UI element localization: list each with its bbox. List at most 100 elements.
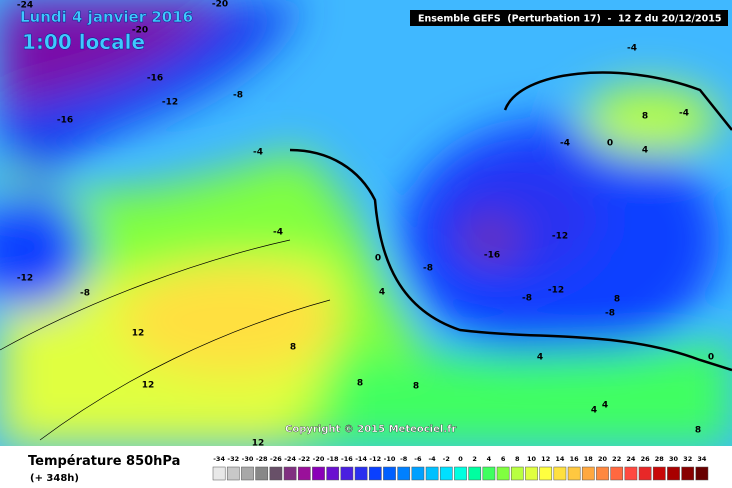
scale-label: 0	[458, 455, 463, 463]
contour-label: 0	[607, 139, 613, 149]
scale-swatch	[695, 466, 709, 481]
scale-swatch	[383, 466, 396, 481]
scale-label: 22	[612, 455, 621, 463]
contour-label: 12	[142, 381, 155, 391]
scale-swatch	[667, 466, 680, 481]
scale-label: 16	[570, 455, 580, 463]
scale-swatch	[425, 466, 439, 481]
contour-label: -16	[147, 74, 163, 84]
date-title: Lundi 4 janvier 2016	[20, 8, 193, 26]
contour-label: 4	[379, 288, 385, 298]
scale-label: 32	[683, 455, 692, 463]
contour-label: -4	[627, 44, 637, 54]
contour-label: 8	[357, 379, 363, 389]
scale-label: -20	[313, 455, 325, 463]
contour-label: -12	[548, 286, 564, 296]
scale-swatch	[624, 466, 638, 481]
scale-label: 2	[472, 455, 477, 463]
scale-swatch	[312, 466, 325, 481]
scale-label: -28	[256, 455, 268, 463]
scale-label: 6	[501, 455, 506, 463]
scale-label: -26	[270, 455, 282, 463]
scale-swatch	[596, 466, 609, 481]
contour-label: 8	[695, 426, 701, 436]
color-scale: -34 -32 -30 -28 -26 -24 -22 -20 -18 -16 -14 -12 -10-…	[212, 455, 709, 481]
scale-label: -16	[341, 455, 353, 463]
contour-label: -8	[80, 289, 90, 299]
scale-label: -32	[227, 455, 239, 463]
contour-label: 12	[132, 329, 145, 339]
scale-swatch	[255, 466, 269, 481]
scale-label: 26	[641, 455, 651, 463]
scale-swatch	[496, 466, 510, 481]
scale-label: -24	[284, 455, 296, 463]
scale-swatch	[411, 466, 425, 481]
contour-label: 4	[591, 406, 597, 416]
contour-label: -20	[212, 0, 228, 10]
scale-label: 20	[598, 455, 608, 463]
scale-swatch	[510, 466, 524, 481]
scale-label: -2	[443, 455, 450, 463]
contour-label: -20	[132, 26, 148, 36]
scale-label: -6	[414, 455, 422, 463]
contour-label: 12	[252, 439, 265, 449]
scale-label: -30	[242, 455, 254, 463]
legend-subtitle: (+ 348h)	[30, 473, 79, 484]
scale-label: 30	[669, 455, 679, 463]
contour-label: 4	[537, 353, 543, 363]
run-box	[410, 10, 728, 26]
contour-label: -4	[679, 109, 689, 119]
scale-swatch	[212, 466, 226, 481]
scale-swatch	[539, 466, 553, 481]
scale-swatch	[482, 466, 496, 481]
contour-label: -8	[605, 309, 615, 319]
contour-label: 4	[602, 401, 608, 411]
scale-label: -8	[400, 455, 408, 463]
scale-label: 10	[527, 455, 537, 463]
contour-label: -8	[233, 91, 243, 101]
scale-swatch	[468, 466, 482, 481]
contour-label: 0	[708, 353, 714, 363]
scale-label: -14	[355, 455, 367, 463]
legend-title: Température 850hPa	[28, 454, 180, 469]
contour-label: -16	[57, 116, 73, 126]
scale-label: -4	[428, 455, 436, 463]
temperature-field	[0, 0, 732, 446]
run-info: Ensemble GEFS (Perturbation 17) - 12 Z d…	[418, 14, 721, 25]
contour-label: 0	[375, 254, 381, 264]
contour-label: 4	[642, 146, 648, 156]
scale-swatch	[241, 466, 254, 481]
scale-label: -10	[384, 455, 396, 463]
contour-label: -8	[423, 264, 433, 274]
scale-swatch	[368, 466, 382, 481]
scale-swatch	[638, 466, 652, 481]
contour-label: -12	[552, 232, 568, 242]
contour-label: 8	[290, 343, 296, 353]
contour-label: -12	[17, 274, 33, 284]
scale-swatch	[269, 466, 283, 481]
scale-swatch	[454, 466, 467, 481]
contour-label: -4	[560, 139, 570, 149]
copyright: Copyright © 2015 Meteociel.fr	[285, 424, 456, 435]
contour-label: 8	[642, 112, 648, 122]
scale-swatch	[297, 466, 311, 481]
scale-swatch	[326, 466, 340, 481]
scale-swatch	[354, 466, 368, 481]
scale-swatch	[340, 466, 354, 481]
contour-label: -12	[162, 98, 178, 108]
scale-label: 18	[584, 455, 594, 463]
scale-label: 34	[697, 455, 707, 463]
scale-label: 8	[515, 455, 520, 463]
contour-labels: -24 -20 -20 -16 -12 -8 -16 -4 -4 -4 -12 …	[17, 0, 714, 449]
scale-swatch	[581, 466, 595, 481]
scale-swatch	[283, 466, 297, 481]
scale-label: -12	[369, 455, 381, 463]
scale-label: 28	[655, 455, 665, 463]
scale-label: 24	[626, 455, 636, 463]
contour-label: -24	[17, 1, 33, 11]
scale-swatch	[439, 466, 453, 481]
scale-label: -34	[213, 455, 225, 463]
scale-swatch	[525, 466, 538, 481]
scale-label: 12	[541, 455, 550, 463]
